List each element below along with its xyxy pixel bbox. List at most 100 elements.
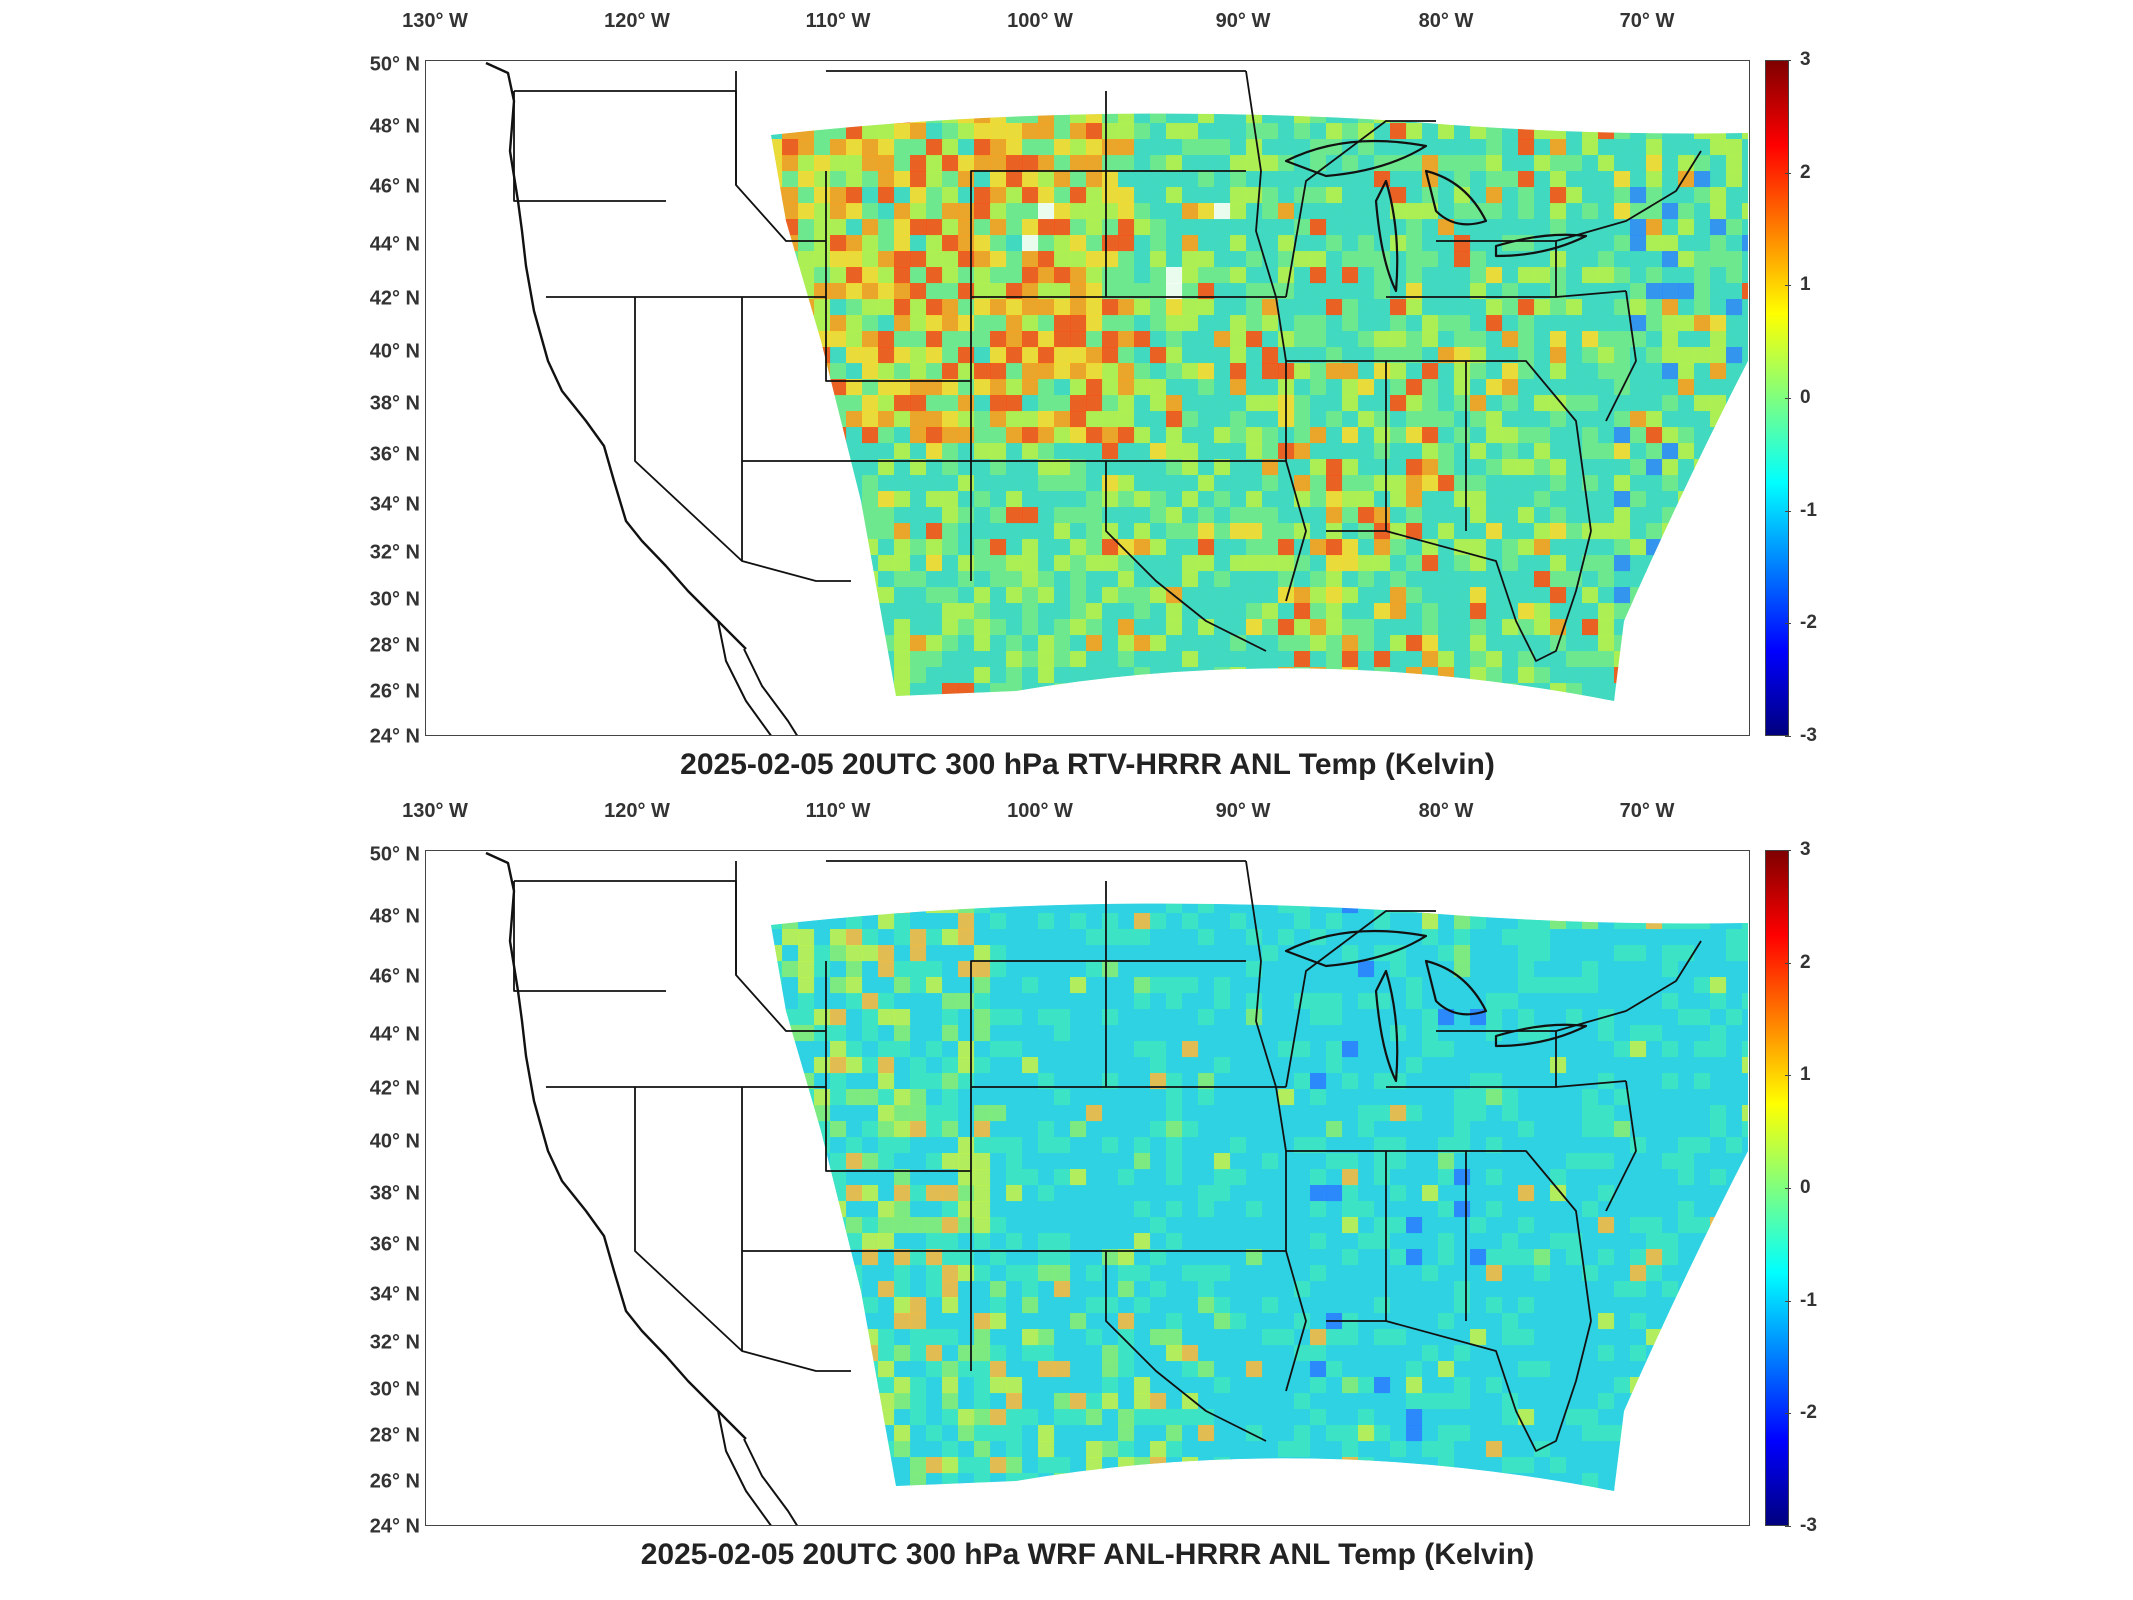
field-cell <box>1678 667 1695 684</box>
field-cell <box>1102 331 1119 348</box>
field-cell <box>1102 1361 1119 1378</box>
field-cell <box>1246 1249 1263 1266</box>
field-cell <box>1150 1457 1167 1474</box>
field-cell <box>1214 1473 1231 1490</box>
field-cell <box>846 1089 863 1106</box>
field-cell <box>1518 267 1535 284</box>
field-cell <box>1022 1329 1039 1346</box>
field-cell <box>1134 283 1151 300</box>
field-cell <box>894 993 911 1010</box>
field-cell <box>1630 945 1647 962</box>
field-cell <box>1230 427 1247 444</box>
field-cell <box>1166 395 1183 412</box>
field-cell <box>1694 113 1711 124</box>
field-cell <box>814 539 831 556</box>
field-cell <box>1710 315 1727 332</box>
field-cell <box>1182 619 1199 636</box>
field-cell <box>1406 945 1423 962</box>
field-cell <box>1646 1473 1663 1490</box>
field-cell <box>1198 1057 1215 1074</box>
field-cell <box>782 1441 799 1458</box>
field-cell <box>1534 507 1551 524</box>
colorbar-tick-mark <box>1785 60 1791 61</box>
field-cell <box>1678 1345 1695 1362</box>
field-cell <box>974 651 991 668</box>
field-cell <box>1694 139 1711 156</box>
field-cell <box>1662 587 1679 604</box>
field-cell <box>1710 459 1727 476</box>
field-cell <box>1502 1457 1519 1474</box>
field-cell <box>974 683 991 700</box>
field-cell <box>1342 1137 1359 1154</box>
field-cell <box>1662 651 1679 668</box>
field-cell <box>1022 283 1039 300</box>
field-cell <box>1614 1457 1631 1474</box>
map-svg <box>485 851 1748 1525</box>
field-cell <box>1198 1089 1215 1106</box>
field-cell <box>798 123 815 140</box>
field-cell <box>1102 683 1119 700</box>
field-cell <box>1662 1217 1679 1234</box>
field-cell <box>1134 903 1151 914</box>
field-cell <box>974 539 991 556</box>
field-cell <box>1678 1313 1695 1330</box>
field-cell <box>798 1313 815 1330</box>
field-cell <box>1662 1377 1679 1394</box>
field-cell <box>1102 699 1119 702</box>
field-cell <box>1678 1361 1695 1378</box>
field-cell <box>1342 1393 1359 1410</box>
field-cell <box>1518 993 1535 1010</box>
field-cell <box>1102 139 1119 156</box>
field-cell <box>1230 379 1247 396</box>
field-cell <box>958 203 975 220</box>
field-cell <box>1550 1329 1567 1346</box>
field-cell <box>878 881 895 898</box>
field-cell <box>1438 881 1455 898</box>
field-cell <box>990 123 1007 140</box>
field-cell <box>910 347 927 364</box>
field-cell <box>1070 491 1087 508</box>
field-cell <box>1390 1009 1407 1026</box>
field-cell <box>1198 475 1215 492</box>
field-cell <box>990 219 1007 236</box>
field-cell <box>1518 347 1535 364</box>
field-cell <box>862 1281 879 1298</box>
field-cell <box>990 881 1007 898</box>
field-cell <box>1326 1137 1343 1154</box>
field-cell <box>1182 699 1199 702</box>
field-cell <box>1006 347 1023 364</box>
field-cell <box>1054 993 1071 1010</box>
field-cell <box>878 1185 895 1202</box>
field-cell <box>1102 113 1119 124</box>
field-cell <box>1582 1057 1599 1074</box>
field-cell <box>1262 1345 1279 1362</box>
field-cell <box>1230 459 1247 476</box>
field-cell <box>1230 315 1247 332</box>
field-cell <box>798 731 815 736</box>
field-cell <box>1006 881 1023 898</box>
field-cell <box>814 1185 831 1202</box>
field-cell <box>1070 945 1087 962</box>
field-cell <box>1470 555 1487 572</box>
field-cell <box>1470 945 1487 962</box>
field-cell <box>910 1169 927 1186</box>
field-cell <box>878 443 895 460</box>
field-cell <box>1422 699 1439 702</box>
field-cell <box>1230 1217 1247 1234</box>
field-cell <box>1374 881 1391 898</box>
field-cell <box>1694 1057 1711 1074</box>
field-cell <box>1518 331 1535 348</box>
field-cell <box>1726 203 1743 220</box>
field-cell <box>1262 331 1279 348</box>
field-cell <box>1742 491 1748 508</box>
field-cell <box>1422 1073 1439 1090</box>
field-cell <box>1374 363 1391 380</box>
field-cell <box>1486 1137 1503 1154</box>
field-cell <box>1182 1201 1199 1218</box>
field-cell <box>1614 91 1631 108</box>
field-cell <box>1278 715 1295 732</box>
field-cell <box>1182 187 1199 204</box>
field-cell <box>1630 1361 1647 1378</box>
field-cell <box>1406 283 1423 300</box>
field-cell <box>1070 299 1087 316</box>
